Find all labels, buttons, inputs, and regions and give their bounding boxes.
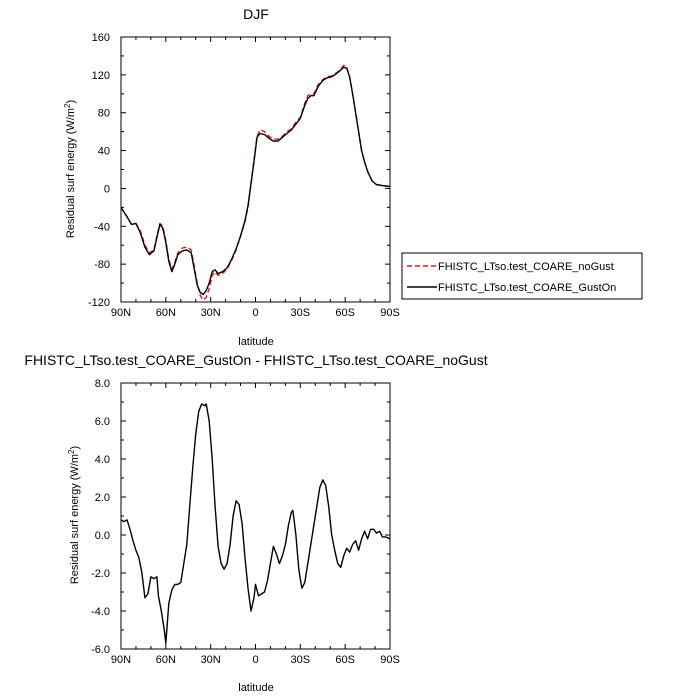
- legend-label-nogust: FHISTC_LTso.test_COARE_noGust: [438, 261, 614, 273]
- y-tick-label: 40: [98, 146, 110, 158]
- difference-title: FHISTC_LTso.test_COARE_GustOn - FHISTC_L…: [24, 352, 487, 368]
- series-line-0: [120, 64, 391, 301]
- y-tick-label: 120: [92, 70, 110, 82]
- y-tick-label: -4.0: [91, 606, 110, 618]
- difference-plot: FHISTC_LTso.test_COARE_GustOn - FHISTC_L…: [24, 352, 487, 694]
- y-tick-label: 0: [104, 183, 110, 195]
- y-tick-label: -80: [94, 259, 110, 271]
- x-tick-label: 0: [252, 307, 258, 319]
- y-tick-label: 4.0: [95, 454, 110, 466]
- x-tick-label: 30N: [201, 654, 221, 666]
- y-tick-label: -40: [94, 221, 110, 233]
- y-tick-label: -6.0: [91, 644, 110, 656]
- djf-plot: DJF 90N 60N 30N 0 30S 60S 90S -120 -80 -40 0 40 80 12…: [63, 6, 400, 348]
- y-tick-label: 2.0: [95, 492, 110, 504]
- djf-series: [120, 64, 391, 301]
- x-tick-label: 90S: [380, 654, 400, 666]
- x-tick-label: 60S: [335, 654, 355, 666]
- difference-x-axis-title: latitude: [238, 682, 273, 694]
- difference-y-axis-title: Residual surf energy (W/m2): [67, 446, 81, 584]
- x-tick-label: 90N: [111, 654, 131, 666]
- x-tick-label: 0: [252, 654, 258, 666]
- series-line-1: [120, 66, 391, 296]
- y-tick-label: -2.0: [91, 568, 110, 580]
- y-tick-label: 6.0: [95, 416, 110, 428]
- x-tick-label: 90N: [111, 307, 131, 319]
- x-tick-label: 30N: [201, 307, 221, 319]
- djf-y-axis-title: Residual surf energy (W/m2): [63, 100, 77, 238]
- x-tick-label: 30S: [291, 307, 311, 319]
- y-tick-label: -120: [88, 297, 110, 309]
- legend: FHISTC_LTso.test_COARE_noGust FHISTC_LTs…: [401, 252, 643, 300]
- difference-axes: 90N 60N 30N 0 30S 60S 90S -6.0 -4.0 -2.0 0.0 2.0 4.0…: [91, 378, 400, 666]
- djf-axes: 90N 60N 30N 0 30S 60S 90S -120 -80 -40 0 40 80 120 160: [88, 32, 400, 319]
- series-line-0: [120, 403, 391, 644]
- difference-series: [120, 403, 391, 644]
- x-tick-label: 60N: [156, 307, 176, 319]
- x-tick-label: 60N: [156, 654, 176, 666]
- y-tick-label: 80: [98, 108, 110, 120]
- y-tick-label: 160: [92, 32, 110, 44]
- legend-label-guston: FHISTC_LTso.test_COARE_GustOn: [438, 282, 616, 294]
- x-tick-label: 30S: [291, 654, 311, 666]
- x-tick-label: 60S: [335, 307, 355, 319]
- legend-box: [401, 252, 643, 300]
- x-tick-label: 90S: [380, 307, 400, 319]
- y-tick-label: 8.0: [95, 378, 110, 390]
- djf-x-axis-title: latitude: [238, 336, 273, 348]
- y-tick-label: 0.0: [95, 530, 110, 542]
- djf-title: DJF: [243, 6, 269, 22]
